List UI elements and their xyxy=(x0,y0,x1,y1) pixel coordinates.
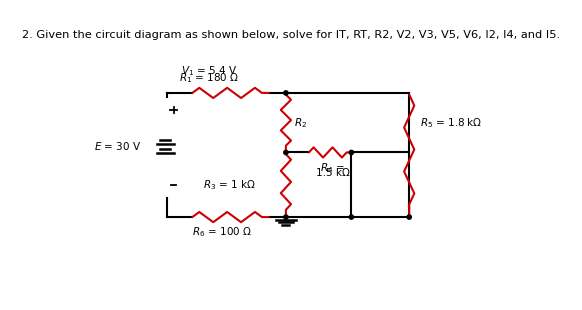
Text: $R_4$ =: $R_4$ = xyxy=(320,161,345,175)
Text: $R_3$ = 1 kΩ: $R_3$ = 1 kΩ xyxy=(203,178,256,192)
Circle shape xyxy=(349,215,353,219)
Text: 2. Given the circuit diagram as shown below, solve for IT, RT, R2, V2, V3, V5, V: 2. Given the circuit diagram as shown be… xyxy=(22,30,560,40)
Circle shape xyxy=(284,91,288,95)
Text: $E$ = 30 V: $E$ = 30 V xyxy=(94,140,141,153)
Circle shape xyxy=(349,150,353,155)
Text: $R_1$ = 180 Ω: $R_1$ = 180 Ω xyxy=(179,72,239,85)
Text: $R_6$ = 100 Ω: $R_6$ = 100 Ω xyxy=(192,226,252,239)
Text: $R_2$: $R_2$ xyxy=(294,116,307,130)
Circle shape xyxy=(284,150,288,155)
Circle shape xyxy=(284,215,288,219)
Circle shape xyxy=(407,215,411,219)
Text: $R_5$ = 1.8 kΩ: $R_5$ = 1.8 kΩ xyxy=(420,116,482,130)
Text: 1.5 kΩ: 1.5 kΩ xyxy=(315,168,350,178)
Text: $V_1$ = 5.4 V: $V_1$ = 5.4 V xyxy=(182,65,237,78)
